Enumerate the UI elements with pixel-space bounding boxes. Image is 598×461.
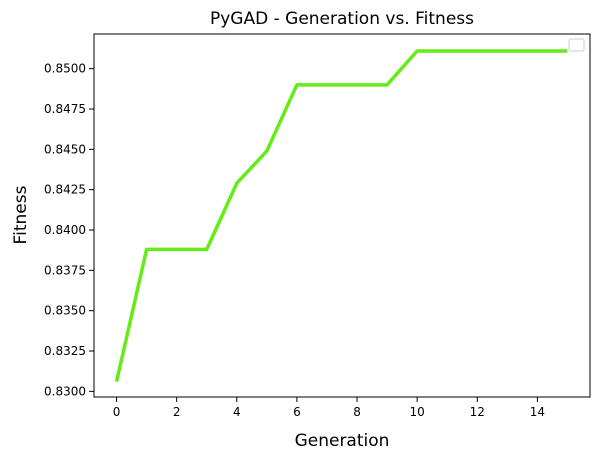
legend bbox=[568, 38, 585, 52]
legend-box bbox=[568, 38, 585, 52]
y-tick-label: 0.8300 bbox=[44, 384, 86, 398]
x-axis-ticks: 0 2 4 6 8 10 12 14 bbox=[113, 397, 545, 419]
y-tick-label: 0.8450 bbox=[44, 142, 86, 156]
x-tick-label: 10 bbox=[410, 405, 425, 419]
x-tick-label: 12 bbox=[470, 405, 485, 419]
y-tick-label: 0.8400 bbox=[44, 223, 86, 237]
y-tick-label: 0.8425 bbox=[44, 183, 86, 197]
x-tick-label: 6 bbox=[293, 405, 301, 419]
x-tick-label: 2 bbox=[173, 405, 181, 419]
y-tick-label: 0.8325 bbox=[44, 344, 86, 358]
y-tick-label: 0.8375 bbox=[44, 263, 86, 277]
y-axis-label: Fitness bbox=[11, 185, 31, 244]
x-tick-label: 0 bbox=[113, 405, 121, 419]
y-axis-ticks: 0.8300 0.8325 0.8350 0.8375 0.8400 0.8425 0.84… bbox=[44, 62, 94, 398]
y-tick-label: 0.8350 bbox=[44, 304, 86, 318]
fitness-series-line bbox=[114, 49, 568, 383]
chart-title: PyGAD - Generation vs. Fitness bbox=[210, 9, 474, 29]
x-axis-label: Generation bbox=[295, 431, 390, 451]
plot-frame bbox=[93, 33, 591, 398]
y-tick-label: 0.8500 bbox=[44, 62, 86, 76]
x-tick-label: 8 bbox=[353, 405, 361, 419]
y-tick-label: 0.8475 bbox=[44, 102, 86, 116]
x-tick-label: 14 bbox=[530, 405, 545, 419]
series-layer bbox=[114, 49, 568, 383]
x-tick-label: 4 bbox=[233, 405, 241, 419]
